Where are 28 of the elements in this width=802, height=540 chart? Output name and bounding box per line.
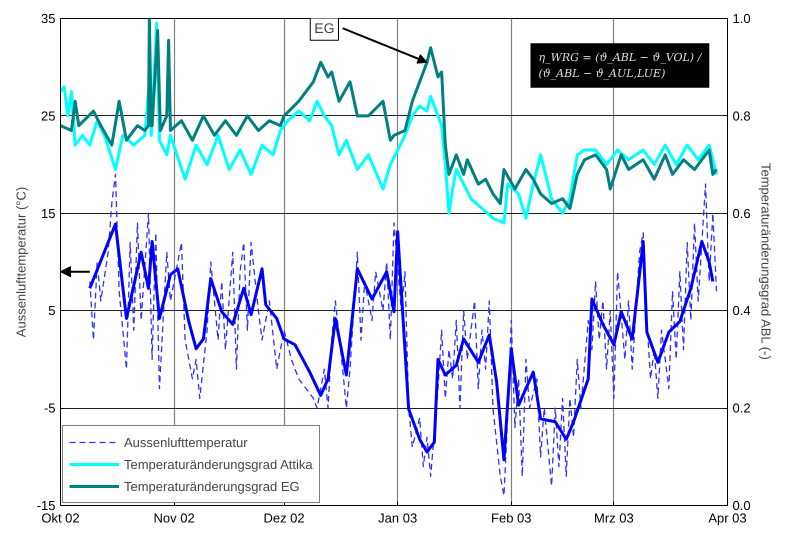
x-tick-label: Dez 02 xyxy=(263,510,305,526)
y-tick-label: 35 xyxy=(41,11,56,26)
legend-label: Aussenlufttemperatur xyxy=(124,434,248,450)
legend-label: Temperaturänderungsgrad Attika xyxy=(124,456,313,472)
y2-tick-label: 0.2 xyxy=(732,400,751,416)
y2-tick-label: 0.8 xyxy=(732,108,751,124)
y2-axis-title: Temperaturänderungsgrad ABL (-) xyxy=(758,163,774,360)
x-tick-label: Okt 02 xyxy=(41,510,80,526)
y-tick-label: -15 xyxy=(36,498,56,513)
y2-tick-label: 0.4 xyxy=(732,303,751,318)
y2-tick-label: 0.0 xyxy=(732,498,751,513)
x-tick-label: Nov 02 xyxy=(154,510,195,526)
annotation: EG xyxy=(314,20,334,36)
x-tick-label: Mrz 03 xyxy=(594,510,634,526)
y2-tick-label: 0.6 xyxy=(732,206,751,221)
y-tick-label: 15 xyxy=(41,206,56,221)
y-tick-label: -5 xyxy=(44,400,56,416)
y2-tick-label: 1.0 xyxy=(732,11,751,26)
x-tick-label: Feb 03 xyxy=(491,510,532,526)
y-tick-label: 25 xyxy=(41,108,56,124)
line-series xyxy=(88,222,714,462)
legend-label: Temperaturänderungsgrad EG xyxy=(124,478,300,494)
line-series xyxy=(89,174,718,496)
y-axis-title: Aussenlufttemperatur (°C) xyxy=(14,186,29,338)
annotation: η_WRG = (ϑ_ABL − ϑ_VOL) / (ϑ_ABL − ϑ_AUL,LUE) xyxy=(538,51,703,80)
x-tick-label: Jan 03 xyxy=(378,510,418,526)
y-tick-label: 5 xyxy=(48,303,56,318)
x-tick-label: Apr 03 xyxy=(708,510,747,526)
